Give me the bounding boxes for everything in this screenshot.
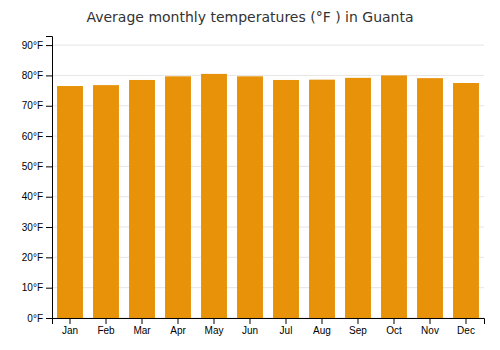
y-tick: 0°F [27, 313, 52, 324]
bar [273, 80, 299, 318]
y-tick: 90°F [22, 40, 52, 51]
y-tick: 50°F [22, 161, 52, 172]
y-tick-mark [46, 197, 52, 198]
bar [453, 83, 479, 318]
x-tick: Oct [386, 318, 402, 336]
x-axis: Jan Feb Mar Apr May Jun Jul Aug Sep Oct Nov Dec [53, 318, 485, 336]
y-tick: 80°F [22, 70, 52, 81]
x-tick-label: Dec [457, 325, 475, 336]
bar [129, 80, 155, 318]
title: Average monthly temperatures (°F ) in Gu… [86, 9, 413, 25]
x-tick-label: Nov [421, 325, 439, 336]
chart: 0°F 10°F 20°F 30°F 40°F 50°F 60°F 70°F 80°F 90°F J… [0, 0, 500, 350]
x-tick-mark [430, 318, 431, 324]
y-tick-label: 30°F [22, 222, 43, 233]
x-tick-mark [250, 318, 251, 324]
y-tick: 60°F [22, 131, 52, 142]
x-tick-mark [214, 318, 215, 324]
x-tick-mark [178, 318, 179, 324]
y-tick-label: 0°F [27, 313, 43, 324]
x-tick: May [205, 318, 224, 336]
x-tick-mark [394, 318, 395, 324]
y-tick-label: 70°F [22, 100, 43, 111]
grid-line [52, 45, 484, 46]
x-tick-label: Apr [170, 325, 186, 336]
x-tick: Jun [242, 318, 258, 336]
y-tick: 70°F [22, 100, 52, 111]
bar [93, 85, 119, 318]
bar [201, 74, 227, 318]
y-tick-mark [46, 288, 52, 289]
x-tick-label: Jul [280, 325, 293, 336]
y-tick-mark [46, 136, 52, 137]
bar [345, 78, 371, 318]
x-tick: Feb [97, 318, 115, 336]
y-tick-label: 40°F [22, 191, 43, 202]
bar [165, 76, 191, 318]
x-tick-label: Feb [97, 325, 115, 336]
y-tick: 20°F [22, 252, 52, 263]
x-tick: Mar [133, 318, 151, 336]
x-tick: Aug [313, 318, 331, 336]
y-axis-line [46, 37, 53, 319]
x-tick: Apr [170, 318, 186, 336]
y-tick-mark [46, 166, 52, 167]
grid-line [52, 75, 484, 76]
x-tick-label: Mar [133, 325, 151, 336]
y-tick-mark [46, 106, 52, 107]
x-tick-label: Jun [242, 325, 258, 336]
x-tick: Nov [421, 318, 439, 336]
x-tick-mark [106, 318, 107, 324]
bar [309, 80, 335, 318]
y-tick: 10°F [22, 282, 52, 293]
x-tick: Jan [62, 318, 78, 336]
x-tick-mark [466, 318, 467, 324]
y-tick-mark [46, 318, 52, 319]
plot: 0°F 10°F 20°F 30°F 40°F 50°F 60°F 70°F 80°F 90°F J… [22, 37, 485, 337]
x-tick-mark [358, 318, 359, 324]
y-tick-mark [46, 75, 52, 76]
x-axis-line [53, 319, 485, 325]
x-tick-label: Jan [62, 325, 78, 336]
y-tick-label: 10°F [22, 282, 43, 293]
y-tick-label: 90°F [22, 40, 43, 51]
x-tick-mark [322, 318, 323, 324]
bar [381, 75, 407, 318]
x-tick-label: May [205, 325, 224, 336]
y-tick-label: 20°F [22, 252, 43, 263]
x-tick: Jul [280, 318, 293, 336]
bars [57, 74, 479, 318]
y-tick-label: 50°F [22, 161, 43, 172]
x-tick-label: Oct [386, 325, 402, 336]
x-tick: Sep [349, 318, 367, 336]
bar [57, 86, 83, 318]
y-tick: 40°F [22, 191, 52, 202]
x-tick-label: Aug [313, 325, 331, 336]
y-tick-mark [46, 227, 52, 228]
y-tick-label: 80°F [22, 70, 43, 81]
y-tick: 30°F [22, 222, 52, 233]
y-tick-mark [46, 45, 52, 46]
bar [237, 76, 263, 318]
x-tick-mark [286, 318, 287, 324]
x-tick-mark [142, 318, 143, 324]
y-tick-label: 60°F [22, 131, 43, 142]
x-tick-mark [70, 318, 71, 324]
bar [417, 78, 443, 318]
y-tick-mark [46, 257, 52, 258]
x-tick-label: Sep [349, 325, 367, 336]
y-axis: 0°F 10°F 20°F 30°F 40°F 50°F 60°F 70°F 80°F 90°F [22, 37, 53, 324]
grid [52, 45, 484, 318]
x-tick: Dec [457, 318, 475, 336]
